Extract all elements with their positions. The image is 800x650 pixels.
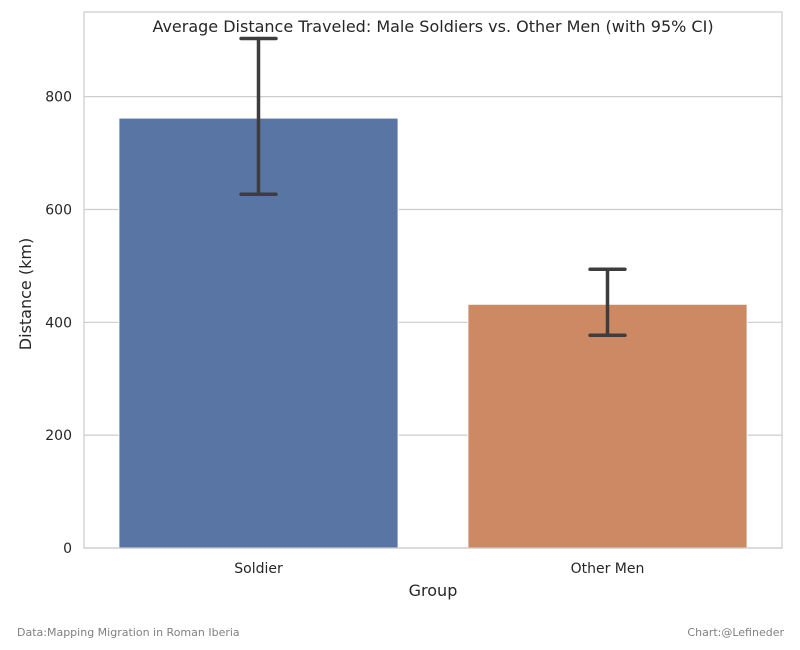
y-tick-label: 800 [45, 90, 72, 106]
x-tick-labels: Soldier Other Men [234, 561, 644, 577]
y-tick-label: 200 [45, 428, 72, 444]
x-axis-label: Group [409, 581, 458, 600]
y-tick-label: 600 [45, 202, 72, 218]
y-tick-label: 0 [63, 541, 72, 557]
chart-title: Average Distance Traveled: Male Soldiers… [152, 17, 713, 36]
error-bar-soldier [239, 36, 278, 196]
bar-other-men [467, 303, 748, 549]
error-bars [239, 36, 627, 338]
x-tick-label: Other Men [571, 561, 645, 577]
y-axis-label: Distance (km) [16, 238, 35, 350]
credit-note: Chart:@Lefineder [687, 626, 784, 639]
error-bar-other-men [588, 267, 627, 338]
y-tick-label: 400 [45, 315, 72, 331]
bars [118, 117, 748, 549]
x-tick-label: Soldier [234, 561, 283, 577]
source-note: Data:Mapping Migration in Roman Iberia [17, 626, 240, 639]
plot-frame [83, 11, 783, 549]
y-tick-labels: 0 200 400 600 800 [45, 90, 72, 557]
